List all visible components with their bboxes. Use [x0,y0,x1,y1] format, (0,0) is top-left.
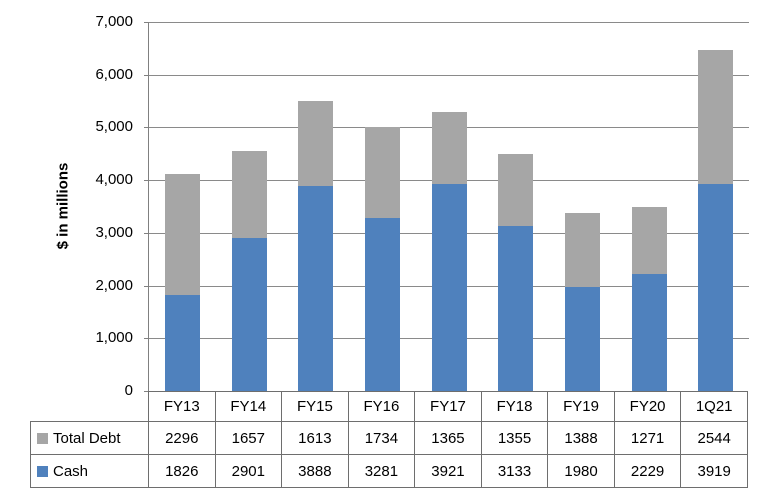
bar-segment-cash [498,225,534,391]
table-value-cell: 1980 [547,454,615,488]
bar-segment-cash [231,238,267,391]
bar-segment-total-debt [631,206,667,274]
y-axis-tick-labels: 0 1,000 2,000 3,000 4,000 5,000 6,000 7,000 [0,0,133,495]
series-label-cell: Total Debt [30,421,149,455]
bar-fy19 [564,213,600,391]
bar-segment-total-debt [431,112,467,185]
table-value-cell: 1657 [214,421,283,455]
y-tick-label: 5,000 [95,118,133,135]
bar-segment-cash [431,184,467,391]
bar-segment-cash [164,294,200,391]
y-tick-label: 6,000 [95,66,133,83]
bar-segment-total-debt [498,154,534,226]
table-category-header: FY15 [281,391,349,422]
y-tick-label: 1,000 [95,329,133,346]
bar-segment-total-debt [698,50,734,185]
table-header-row: FY13 FY14 FY15 FY16 FY17 FY18 FY19 FY20 1Q21 [31,391,748,422]
table-value-cell: 1388 [547,421,615,455]
table-category-header: FY20 [613,391,682,422]
table-value-cell: 3921 [414,454,482,488]
plot-area [148,22,749,391]
y-tick-label: 4,000 [95,171,133,188]
table-corner-cell [31,392,149,422]
bar-segment-total-debt [298,101,334,186]
table-category-header: FY17 [414,391,482,422]
y-axis-tick [144,127,149,128]
y-axis-tick [144,286,149,287]
bar-fy17 [431,112,467,391]
y-axis-tick [144,391,149,392]
bar-segment-cash [631,273,667,391]
legend-swatch-total-debt [37,432,48,444]
table-value-cell: 2296 [148,421,216,455]
bar-1q21 [698,50,734,391]
series-name: Total Debt [53,429,121,447]
y-axis-tick [144,180,149,181]
bar-segment-cash [698,184,734,391]
table-value-cell: 3919 [680,454,748,488]
table-category-header: FY14 [214,391,283,422]
table-category-header: 1Q21 [680,391,748,422]
bar-segment-cash [564,286,600,391]
table-category-header: FY16 [347,391,416,422]
bar-fy15 [298,101,334,391]
y-axis-tick [144,75,149,76]
y-axis-tick [144,233,149,234]
bar-segment-total-debt [231,150,267,239]
table-category-header: FY18 [480,391,549,422]
y-axis-tick [144,22,149,23]
table-category-header: FY13 [148,391,216,422]
gridline [149,22,749,23]
bar-fy18 [498,154,534,391]
table-value-cell: 1271 [613,421,682,455]
table-value-cell: 1365 [414,421,482,455]
bar-segment-cash [364,218,400,391]
bar-segment-cash [298,186,334,391]
bar-fy13 [164,173,200,391]
y-tick-label: 0 [124,382,133,399]
bar-segment-total-debt [164,173,200,295]
y-tick-label: 2,000 [95,277,133,294]
table-value-cell: 1734 [347,421,416,455]
table-value-cell: 2901 [214,454,283,488]
bar-segment-total-debt [564,213,600,287]
series-name: Cash [53,462,89,480]
table-value-cell: 3133 [480,454,549,488]
table-value-cell: 1826 [148,454,216,488]
series-label-cell: Cash [30,454,149,488]
table-row-total-debt: Total Debt 2296 1657 1613 1734 1365 1355 1388 12… [30,421,748,455]
table-category-header: FY19 [547,391,615,422]
gridline [149,75,749,76]
data-table: FY13 FY14 FY15 FY16 FY17 FY18 FY19 FY20 1Q21 Tota… [30,391,748,488]
table-row-cash: Cash 1826 2901 3888 3281 3921 3133 1980 2229 3919 [30,454,748,488]
bar-fy14 [231,150,267,391]
y-axis-tick [144,338,149,339]
legend-swatch-cash [37,465,48,477]
table-value-cell: 3281 [347,454,416,488]
table-value-cell: 2544 [680,421,748,455]
table-value-cell: 2229 [613,454,682,488]
table-value-cell: 1613 [281,421,349,455]
table-value-cell: 1355 [480,421,549,455]
bar-fy16 [364,126,400,391]
bar-segment-total-debt [364,126,400,218]
table-value-cell: 3888 [281,454,349,488]
y-tick-label: 7,000 [95,13,133,30]
bar-fy20 [631,206,667,391]
y-tick-label: 3,000 [95,224,133,241]
